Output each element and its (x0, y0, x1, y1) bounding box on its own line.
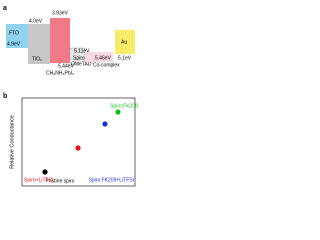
co-level: 5.46eV (95, 55, 112, 61)
co-box (85, 52, 113, 62)
perovskite-box (50, 18, 70, 63)
point-label: Spiro+LiTFSI (24, 177, 53, 183)
point (75, 145, 81, 151)
point-label: Pristine spiro (46, 178, 75, 184)
au-level: 5.1eV (118, 55, 132, 61)
spiro-label: Spiro (73, 55, 85, 61)
point-label: Spiro:FK209 (110, 103, 138, 109)
point-label: Spiro:FK209+LiTFSI (89, 177, 134, 183)
point (42, 169, 48, 175)
au-box (115, 30, 135, 54)
fto-top: 4.0eV (29, 18, 43, 24)
chart: b Relative Conductance Pristine spiroSpi… (3, 93, 138, 187)
co-label: Co-complex (93, 62, 120, 68)
perovskite-bottom: 5.44eV (58, 63, 75, 69)
perovskite-label: CH₃NH₃PbI₃ (46, 70, 74, 76)
tio2-box (28, 24, 50, 64)
panel-label: a (3, 5, 7, 12)
plot-frame (21, 97, 136, 187)
y-axis-label: Relative Conductance (9, 115, 15, 169)
point (102, 121, 108, 127)
panel-label: b (3, 93, 7, 100)
tio2-label: TiO₂ (32, 56, 42, 62)
spiro-level: 5.11eV (74, 48, 90, 54)
point (115, 109, 121, 115)
au-label: Au (121, 39, 127, 45)
fto-label: FTO (9, 30, 19, 36)
energy-diagram: a FTO 4.0eV 4.9eV TiO₂ 3.93eV CH₃NH₃PbI₃… (3, 5, 135, 76)
fto-bottom: 4.9eV (7, 41, 21, 47)
perovskite-top: 3.93eV (52, 10, 69, 16)
spiro-label: OMeTAD (71, 61, 92, 67)
page: a FTO 4.0eV 4.9eV TiO₂ 3.93eV CH₃NH₃PbI₃… (3, 5, 138, 187)
figure: a FTO 4.0eV 4.9eV TiO₂ 3.93eV CH₃NH₃PbI₃… (3, 5, 138, 187)
fto-box (6, 24, 28, 48)
